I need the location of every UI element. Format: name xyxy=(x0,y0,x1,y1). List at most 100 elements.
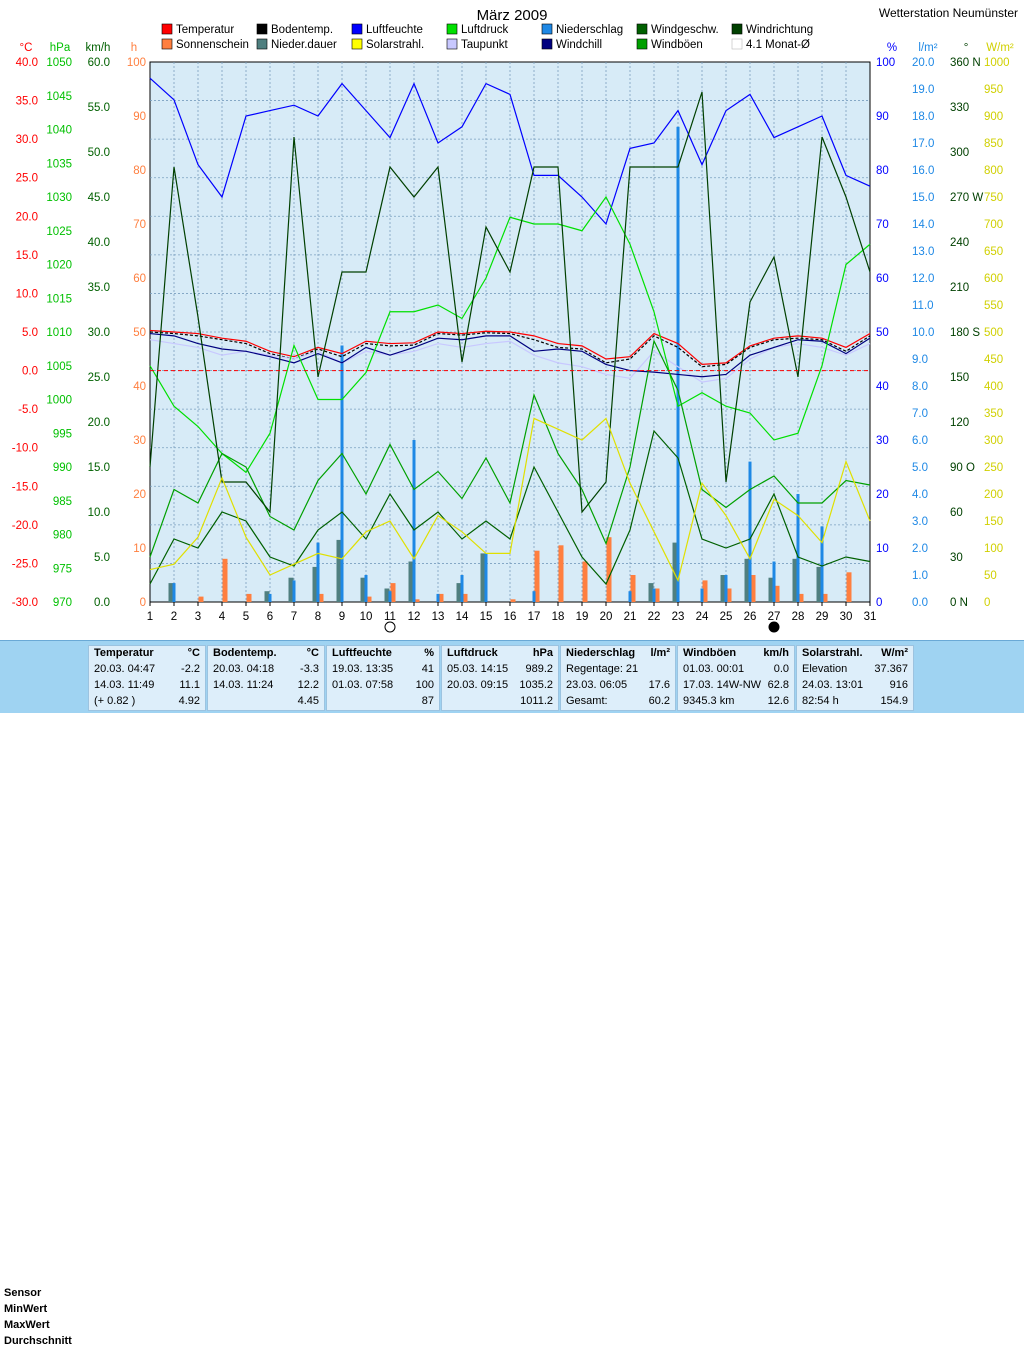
axis-tick-right: 60 xyxy=(876,273,889,285)
axis-tick-left: 10.0 xyxy=(88,507,110,519)
stats-label-max: MaxWert xyxy=(4,1319,50,1331)
stats-panel-row: Elevation 37.367 xyxy=(802,663,908,679)
axis-tick-left: 1045 xyxy=(46,91,72,103)
stats-panel-unit: °C xyxy=(187,647,200,659)
axis-tick-left: -15.0 xyxy=(12,481,38,493)
stats-panel-row: 17.03. 14W-NW 62.8 xyxy=(683,679,789,695)
x-tick-label: 24 xyxy=(696,611,709,623)
axis-tick-right: 30 xyxy=(950,552,963,564)
axis-tick-right: 450 xyxy=(984,354,1003,366)
axis-tick-right: 40 xyxy=(876,381,889,393)
series-line-windb-en xyxy=(149,339,871,558)
x-tick-label: 8 xyxy=(315,611,321,623)
legend-swatch-windb-en xyxy=(636,38,648,50)
bar-nieder-dauer xyxy=(648,583,654,602)
axis-tick-left: 20.0 xyxy=(88,417,110,429)
stats-panel-row: 82:54 h 154.9 xyxy=(802,695,908,711)
axis-unit-right: W/m² xyxy=(986,42,1014,54)
x-tick-label: 10 xyxy=(360,611,373,623)
bar-nieder-dauer xyxy=(336,539,342,602)
bar-sonnenschein xyxy=(726,588,732,602)
axis-tick-right: 3.0 xyxy=(912,516,928,528)
weather-chart: °C40.035.030.025.020.015.010.05.00.0-5.0… xyxy=(0,0,1024,640)
bar-nieder-dauer xyxy=(360,577,366,602)
stats-panel-row-label: Gesamt: xyxy=(566,695,608,707)
axis-tick-left: 50 xyxy=(133,327,146,339)
axis-tick-right: 60 xyxy=(950,507,963,519)
stats-panel-unit: % xyxy=(424,647,434,659)
axis-tick-right: 200 xyxy=(984,489,1003,501)
legend-label-luftdruck: Luftdruck xyxy=(461,24,509,36)
stats-panel-row-label: Regentage: 21 xyxy=(566,663,639,675)
axis-tick-right: 550 xyxy=(984,300,1003,312)
axis-tick-right: 70 xyxy=(876,219,889,231)
stats-panel-temperatur: Temperatur °C 20.03. 04:47 -2.2 14.03. 11:49… xyxy=(88,645,206,711)
bar-niederschlag xyxy=(340,345,344,602)
axis-tick-left: 1020 xyxy=(46,260,72,272)
bar-niederschlag xyxy=(388,591,392,602)
bar-niederschlag xyxy=(724,575,728,602)
axis-tick-right: 90 O xyxy=(950,462,975,474)
axis-tick-left: 0.0 xyxy=(94,597,110,609)
axis-tick-right: 350 xyxy=(984,408,1003,420)
x-tick-label: 23 xyxy=(672,611,685,623)
stats-label-avg: Durchschnitt xyxy=(4,1335,72,1347)
x-tick-label: 13 xyxy=(432,611,445,623)
axis-tick-left: 55.0 xyxy=(88,102,110,114)
stats-panel-row-value: -3.3 xyxy=(300,663,319,675)
axis-tick-right: 2.0 xyxy=(912,543,928,555)
stats-panel-title: Bodentemp. xyxy=(213,647,277,659)
x-tick-label: 19 xyxy=(576,611,589,623)
stats-panel-row-value: 11.1 xyxy=(179,679,200,691)
stats-panel-row: 9345.3 km 12.6 xyxy=(683,695,789,711)
axis-tick-left: 1050 xyxy=(46,57,72,69)
x-tick-label: 3 xyxy=(195,611,201,623)
axis-tick-left: 5.0 xyxy=(22,327,38,339)
legend-label-windchill: Windchill xyxy=(556,39,602,51)
bar-sonnenschein xyxy=(534,550,540,602)
axis-tick-right: 750 xyxy=(984,192,1003,204)
bar-niederschlag xyxy=(412,440,416,602)
stats-panel-header: Luftfeuchte% xyxy=(332,647,434,663)
axis-tick-left: 100 xyxy=(127,57,146,69)
series-line-solarstrahl- xyxy=(149,417,871,583)
bar-sonnenschein xyxy=(222,558,228,602)
x-axis: 1 2 3 4 5 6 7 8 9 10 11 12 13 14 15 16 17 18 19 20 21 22 23 24 2… xyxy=(147,602,876,623)
bar-sonnenschein xyxy=(558,545,564,602)
axis-tick-right: 15.0 xyxy=(912,192,934,204)
axis-unit-left: °C xyxy=(20,42,33,54)
axis-tick-right: 0.0 xyxy=(912,597,928,609)
bar-sonnenschein xyxy=(798,593,804,602)
bar-niederschlag xyxy=(628,591,632,602)
left-axes: °C 40.0 35.0 30.0 25.0 20.0 15.0 10.0 5.0 0.0 -5.0… xyxy=(12,42,146,609)
stats-panel-row: 87 xyxy=(332,695,434,711)
station-name: Wetterstation Neumünster xyxy=(879,6,1018,20)
axis-tick-left: 985 xyxy=(53,496,72,508)
axis-tick-right: 12.0 xyxy=(912,273,934,285)
bar-sonnenschein xyxy=(366,596,372,602)
legend-swatch-solarstrahl- xyxy=(351,38,363,50)
bar-niederschlag xyxy=(172,583,176,602)
axis-tick-left: -20.0 xyxy=(12,520,38,532)
axis-tick-left: 40 xyxy=(133,381,146,393)
legend-swatch-luftdruck xyxy=(446,23,458,35)
legend-label-bodentemp-: Bodentemp. xyxy=(271,24,333,36)
bar-niederschlag xyxy=(484,553,488,602)
axis-tick-left: 1000 xyxy=(46,395,72,407)
stats-panel-row: 24.03. 13:01 916 xyxy=(802,679,908,695)
axis-tick-right: 800 xyxy=(984,165,1003,177)
chart-title: März 2009 xyxy=(477,7,548,24)
bar-nieder-dauer xyxy=(792,558,798,602)
axis-tick-right: 8.0 xyxy=(912,381,928,393)
moon-full-icon xyxy=(384,621,396,633)
axis-tick-right: 20.0 xyxy=(912,57,934,69)
stats-panel-row: Regentage: 21 xyxy=(566,663,670,679)
stats-panel-row-value: 87 xyxy=(421,695,434,707)
stats-panel-row: 20.03. 09:15 1035.2 xyxy=(447,679,553,695)
stats-panel-unit: km/h xyxy=(763,647,789,659)
stats-panel-row-label: 01.03. 07:58 xyxy=(332,679,394,691)
axis-tick-right: 950 xyxy=(984,84,1003,96)
axis-tick-left: 40.0 xyxy=(16,57,38,69)
stats-panel-row-label: 19.03. 13:35 xyxy=(332,663,394,675)
axis-tick-right: 180 S xyxy=(950,327,980,339)
